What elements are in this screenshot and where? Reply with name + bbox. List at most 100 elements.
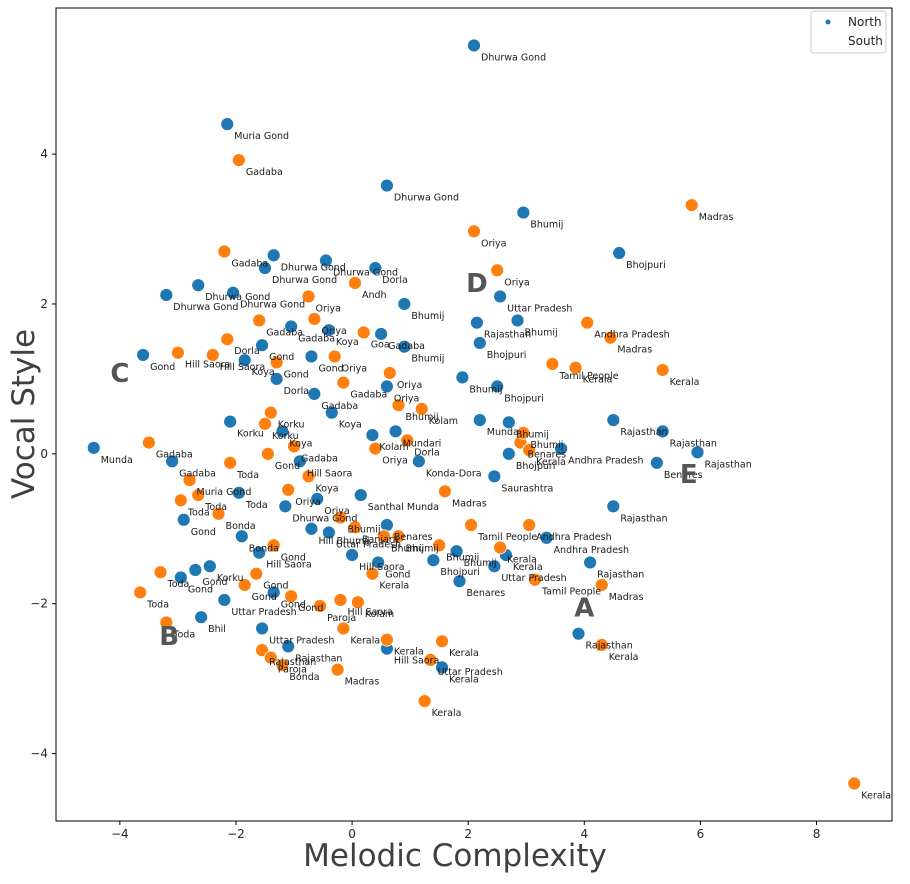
point-south	[266, 538, 281, 553]
point-label: Andhra Pradesh	[536, 532, 611, 543]
points-layer	[86, 38, 862, 791]
point-label: Bhumij	[530, 220, 563, 231]
point-north	[452, 574, 467, 589]
point-north	[252, 545, 267, 560]
legend: North South	[810, 10, 887, 54]
point-south	[490, 263, 505, 278]
point-label: Benares	[394, 532, 433, 543]
point-label: Gond	[191, 527, 216, 538]
point-south	[327, 349, 342, 364]
point-north	[266, 248, 281, 263]
point-south	[594, 638, 609, 652]
point-label: Dhurwa Gond	[173, 302, 238, 313]
point-north	[321, 323, 336, 338]
point-south	[223, 455, 238, 470]
point-north	[231, 485, 246, 500]
point-label: Hill Saora	[359, 562, 404, 573]
point-south	[400, 433, 415, 448]
point-south	[263, 650, 278, 665]
point-north	[223, 414, 238, 429]
point-south	[211, 506, 226, 521]
point-label: Oriya	[342, 363, 367, 374]
cluster-label: A	[574, 593, 594, 623]
y-tick-label: 2	[40, 297, 48, 311]
point-north	[516, 205, 531, 220]
point-north	[220, 117, 235, 132]
point-south	[275, 658, 290, 673]
point-north	[472, 413, 487, 428]
point-north	[501, 446, 516, 461]
point-north	[176, 512, 191, 527]
point-south	[330, 662, 345, 677]
point-label: Benares	[466, 588, 505, 599]
y-tick-label: −2	[30, 597, 48, 611]
point-north	[380, 379, 394, 394]
point-north	[467, 38, 481, 53]
point-south	[258, 416, 272, 431]
point-south	[182, 473, 197, 487]
point-north	[380, 178, 394, 193]
point-label: Rajasthan	[586, 641, 633, 652]
point-label: Munda	[487, 427, 519, 438]
point-label: Rajasthan	[620, 513, 667, 524]
x-tick-label: 4	[580, 827, 588, 841]
point-south	[171, 345, 185, 360]
point-north	[237, 353, 252, 368]
point-north	[188, 563, 203, 577]
point-north	[388, 424, 403, 439]
point-north	[165, 454, 180, 469]
point-label: Bhumij	[516, 429, 549, 440]
point-label: Kerala	[670, 377, 700, 388]
point-label: Korku	[217, 573, 244, 584]
point-north	[606, 499, 621, 514]
point-label: Toda	[245, 500, 268, 511]
point-south	[391, 398, 406, 413]
point-label: Gond	[281, 599, 306, 610]
point-south	[438, 484, 452, 499]
point-north	[365, 428, 380, 443]
point-north	[202, 559, 217, 574]
point-north	[374, 327, 389, 341]
point-label: Bhumij	[530, 440, 563, 451]
point-label: Madras	[345, 677, 380, 688]
point-north	[307, 386, 322, 401]
point-label: Dhurwa Gond	[240, 300, 305, 311]
point-south	[847, 776, 862, 791]
point-north	[278, 499, 293, 514]
cluster-label: B	[159, 622, 179, 652]
point-label: Santhal Munda	[368, 502, 439, 513]
point-label: Gadaba	[350, 390, 387, 401]
point-label: Bhumij	[406, 412, 439, 423]
point-south	[333, 593, 348, 607]
point-north	[284, 319, 299, 334]
point-north	[159, 288, 174, 302]
x-axis: −4 −2 0 2 4 6 8	[111, 821, 820, 841]
point-south	[153, 565, 168, 580]
point-south	[545, 357, 560, 371]
x-tick-label: −4	[111, 827, 129, 841]
point-north	[554, 441, 568, 456]
point-north	[304, 349, 319, 364]
point-north	[368, 261, 383, 275]
point-label: Dhurwa Gond	[272, 275, 337, 286]
point-label: Tamil People	[558, 371, 618, 382]
point-label: Hill Bhumij	[318, 536, 369, 547]
point-label: Madras	[699, 212, 734, 223]
point-label: Korku	[272, 431, 299, 442]
point-label: Gond	[150, 362, 175, 373]
legend-label-south: South	[848, 34, 883, 48]
point-north	[292, 454, 307, 469]
point-label: Gond	[263, 581, 288, 592]
point-label: Rajasthan	[705, 459, 752, 470]
point-north	[655, 424, 670, 439]
point-label: Andhra Pradesh	[568, 456, 643, 467]
point-label: Toda	[172, 629, 195, 640]
point-north	[571, 626, 586, 641]
point-north	[173, 570, 188, 585]
point-label: Gond	[269, 352, 294, 363]
point-south	[301, 469, 316, 484]
x-tick-label: 6	[697, 827, 705, 841]
x-tick-label: 8	[813, 827, 821, 841]
point-south	[173, 493, 188, 508]
y-tick-label: 4	[40, 147, 48, 161]
